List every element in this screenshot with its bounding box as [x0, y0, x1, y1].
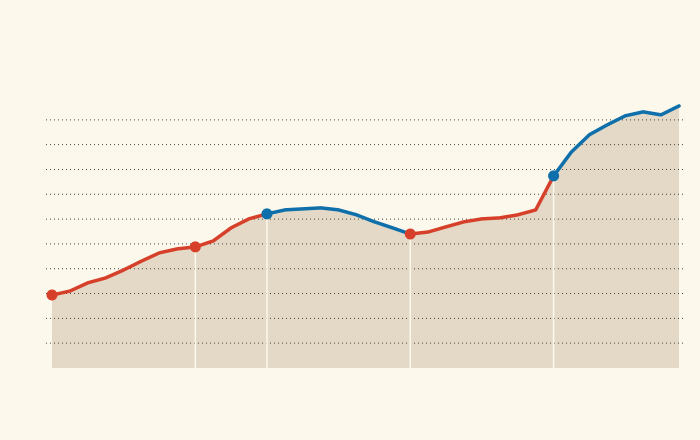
marker	[261, 208, 273, 220]
line	[265, 104, 681, 236]
marker	[404, 228, 416, 240]
marker	[46, 289, 58, 301]
marker	[189, 241, 201, 253]
area	[52, 105, 679, 369]
line	[50, 174, 556, 297]
marker	[548, 170, 560, 182]
